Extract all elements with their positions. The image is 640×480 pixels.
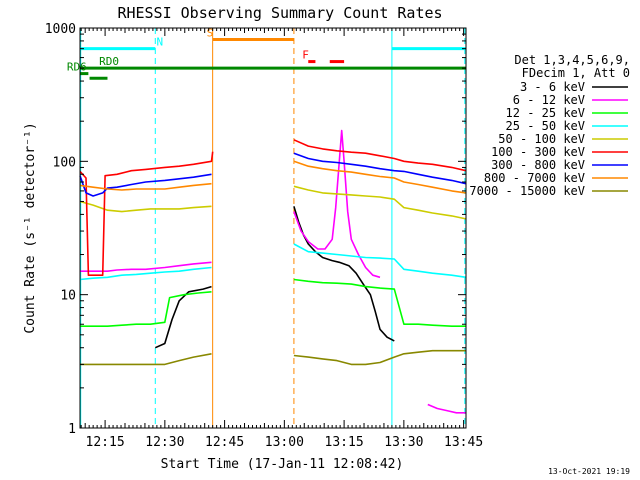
series-line-6-1 (293, 152, 467, 185)
series-line-2-1 (293, 278, 466, 328)
status-label-f: F (302, 49, 309, 62)
series-8 (80, 349, 466, 366)
series-5 (79, 139, 467, 277)
status-label-n: N (156, 36, 163, 49)
status-label-rd6: RD6 (67, 61, 87, 74)
legend-label-6: 300 - 800 keV (491, 158, 585, 172)
x-tick-label-2: 12:45 (205, 435, 244, 450)
series-6 (79, 152, 467, 197)
series-line-1-2 (427, 403, 466, 414)
legend-label-2: 12 - 25 keV (506, 106, 585, 120)
status-label-s: S (207, 26, 214, 39)
x-axis-label: Start Time (17-Jan-11 12:08:42) (161, 457, 404, 472)
series-line-8-0 (80, 353, 212, 366)
series-line-1-0 (80, 261, 212, 273)
series-line-5-1 (293, 139, 467, 172)
legend-label-7: 800 - 7000 keV (484, 171, 585, 185)
series-line-4-0 (79, 200, 212, 213)
series-4 (79, 185, 467, 220)
x-tick-label-6: 13:45 (444, 435, 483, 450)
chart-title: RHESSI Observing Summary Count Rates (117, 4, 442, 22)
x-tick-label-0: 12:15 (86, 435, 125, 450)
y-tick-label-1: 10 (60, 289, 76, 304)
series-line-2-0 (80, 291, 212, 328)
generation-timestamp: 13-Oct-2021 19:19 (548, 467, 630, 476)
x-tick-label-5: 13:30 (384, 435, 423, 450)
series-line-3-1 (293, 243, 467, 279)
series-3 (79, 243, 467, 281)
legend-label-4: 50 - 100 keV (498, 132, 585, 146)
legend-header-detectors: Det 1,3,4,5,6,9, (514, 53, 630, 67)
series-line-5-0 (79, 151, 214, 277)
legend-label-5: 100 - 300 keV (491, 145, 585, 159)
axis-ticks: 1 10 100 1000 12:15 12:30 12:45 13:00 13:15 13:30… (45, 22, 483, 450)
legend: Det 1,3,4,5,6,9, FDecim 1, Att 0 3 - 6 k… (469, 53, 630, 198)
plot-content: N S F RD0 RD6 (67, 26, 467, 428)
y-tick-label-3: 1000 (45, 22, 76, 37)
status-label-rd0: RD0 (99, 55, 119, 68)
series-line-7-0 (79, 182, 212, 191)
legend-header-attenuator: FDecim 1, Att 0 (522, 66, 630, 80)
legend-label-8: 7000 - 15000 keV (469, 184, 585, 198)
legend-label-1: 6 - 12 keV (513, 93, 585, 107)
series-7 (79, 160, 467, 194)
y-tick-label-0: 1 (68, 422, 76, 437)
series-line-8-1 (293, 349, 466, 366)
series-line-0-0 (154, 285, 212, 349)
series-line-4-1 (293, 185, 467, 220)
legend-label-0: 3 - 6 keV (520, 80, 585, 94)
legend-label-3: 25 - 50 keV (506, 119, 585, 133)
x-tick-label-4: 13:15 (325, 435, 364, 450)
series-line-1-1 (293, 129, 381, 279)
series-2 (80, 278, 466, 328)
series-line-7-1 (293, 160, 467, 194)
series-1 (80, 129, 466, 414)
y-tick-label-2: 100 (53, 155, 76, 170)
plot-frame (79, 27, 467, 429)
y-axis-label: Count Rate (s⁻¹ detector⁻¹) (23, 122, 38, 333)
x-tick-label-1: 12:30 (145, 435, 184, 450)
series-line-3-0 (79, 266, 212, 281)
x-tick-label-3: 13:00 (265, 435, 304, 450)
series-line-6-0 (79, 173, 212, 197)
